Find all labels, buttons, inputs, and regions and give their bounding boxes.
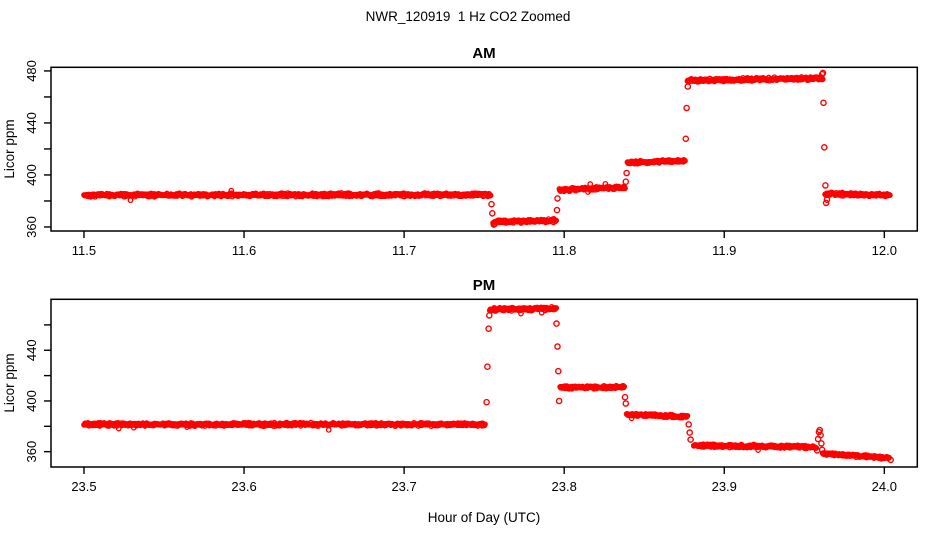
y-tick-label: 440 [24,339,39,361]
x-tick-label: 11.7 [392,243,416,258]
x-tick-label: 11.6 [232,243,256,258]
x-axis-label: Hour of Day (UTC) [428,510,541,525]
am-y-axis-label: Licor ppm [2,119,17,178]
pm-panel-title: PM [473,277,496,294]
x-tick-label: 23.6 [231,479,256,494]
y-tick-label: 440 [24,112,39,134]
data-points [81,69,893,228]
x-tick-label: 23.9 [712,479,737,494]
x-tick-label: 23.8 [552,479,577,494]
x-tick-label: 11.8 [552,243,576,258]
x-axis-ticks: 11.5 11.6 11.7 11.8 11.9 12.0 [72,231,897,258]
y-tick-label: 480 [24,60,39,82]
main-title: NWR_120919 1 Hz CO2 Zoomed [366,9,571,24]
x-tick-label: 11.5 [72,243,96,258]
y-axis-ticks: 360 400 440 480 [24,60,51,238]
plot-border [50,66,919,232]
y-tick-label: 400 [24,390,39,412]
y-tick-label: 400 [24,164,39,186]
x-axis-ticks: 23.5 23.6 23.7 23.8 23.9 24.0 [71,467,897,494]
x-tick-label: 24.0 [872,479,897,494]
y-tick-label: 360 [24,441,39,463]
x-tick-label: 12.0 [872,243,897,258]
data-points [81,304,895,464]
x-tick-label: 23.7 [391,479,416,494]
plot-border [50,298,919,468]
x-tick-label: 23.5 [71,479,96,494]
pm-y-axis-label: Licor ppm [2,353,17,412]
x-tick-label: 11.9 [712,243,736,258]
am-panel-title: AM [472,45,495,62]
pm-panel: 23.5 23.6 23.7 23.8 23.9 24.0 360 400 440 [24,298,919,494]
am-panel: 11.5 11.6 11.7 11.8 11.9 12.0 360 400 440 480 [24,60,919,258]
y-tick-label: 360 [24,216,39,238]
y-axis-ticks: 360 400 440 [24,324,51,463]
